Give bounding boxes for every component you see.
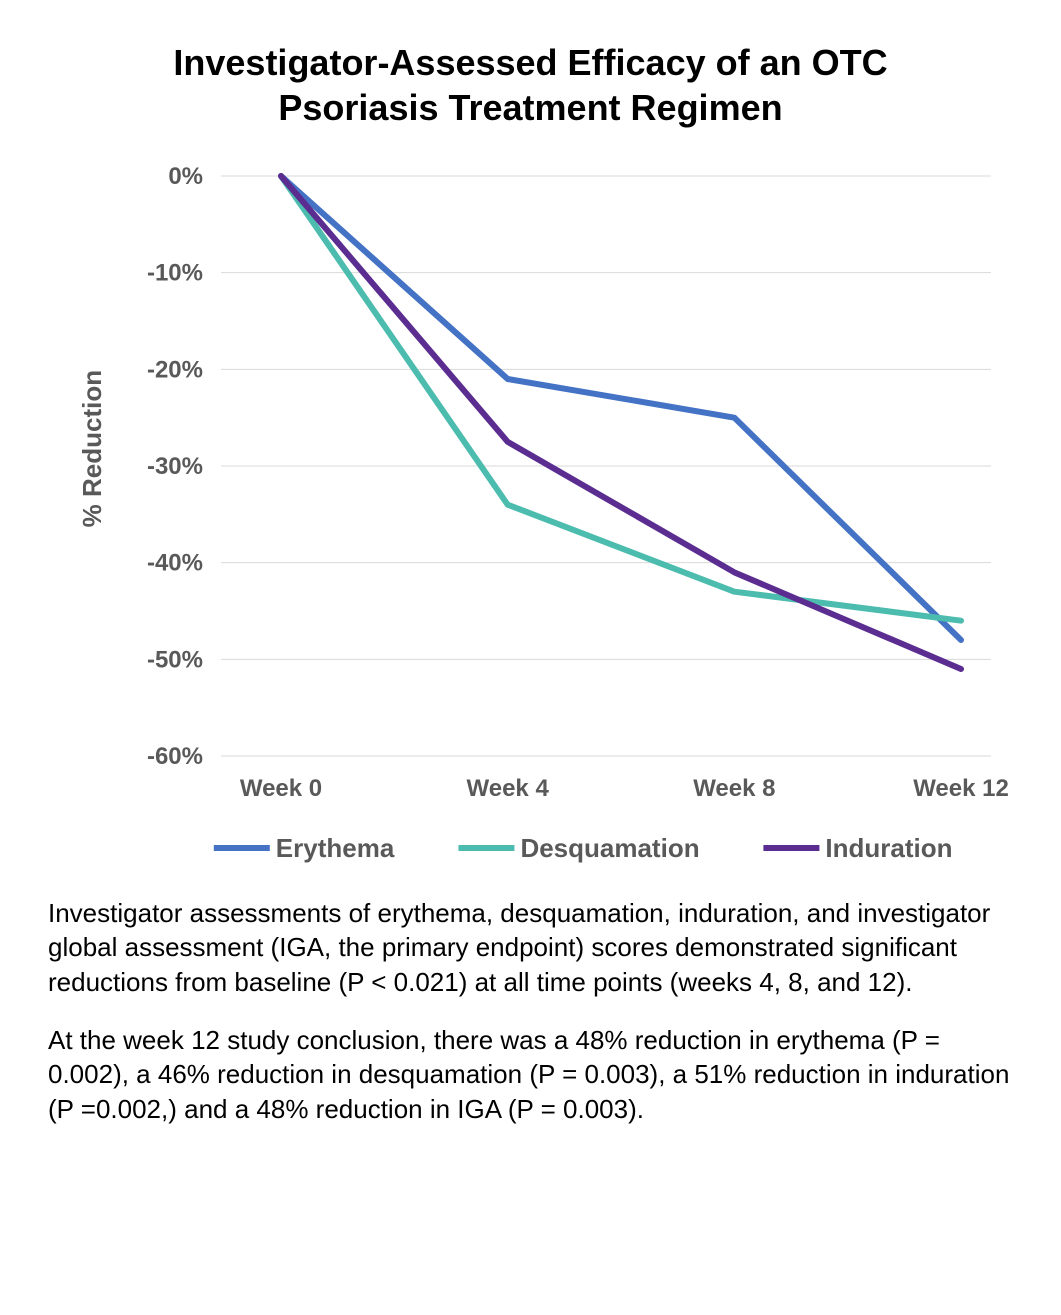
x-tick-label: Week 12 [913, 775, 1009, 802]
x-tick-label: Week 8 [693, 775, 775, 802]
caption-block: Investigator assessments of erythema, de… [48, 896, 1013, 1126]
y-tick-label: -10% [146, 260, 202, 287]
caption-para-2: At the week 12 study conclusion, there w… [48, 1023, 1013, 1126]
y-tick-label: -20% [146, 356, 202, 383]
page-root: Investigator-Assessed Efficacy of an OTC… [0, 0, 1061, 1315]
chart-container: 0% -10% -20% -30% -40% -50% -60% % Reduction Wee… [51, 148, 1011, 868]
chart-title-line1: Investigator-Assessed Efficacy of an OTC [173, 42, 887, 83]
caption-para-1: Investigator assessments of erythema, de… [48, 896, 1013, 999]
y-tick-label: -40% [146, 550, 202, 577]
y-tick-label: -50% [146, 646, 202, 673]
legend-label: Induration [825, 833, 952, 863]
y-tick-label: -30% [146, 453, 202, 480]
efficacy-line-chart: 0% -10% -20% -30% -40% -50% -60% % Reduction Wee… [51, 148, 1011, 868]
chart-title-line2: Psoriasis Treatment Regimen [278, 87, 782, 128]
legend-label: Erythema [275, 833, 394, 863]
x-tick-label: Week 4 [466, 775, 549, 802]
y-tick-label: -60% [146, 743, 202, 770]
chart-title: Investigator-Assessed Efficacy of an OTC… [81, 40, 981, 130]
legend-label: Desquamation [520, 833, 699, 863]
y-axis-label: % Reduction [77, 370, 107, 527]
x-tick-label: Week 0 [239, 775, 321, 802]
y-tick-label: 0% [168, 163, 203, 190]
